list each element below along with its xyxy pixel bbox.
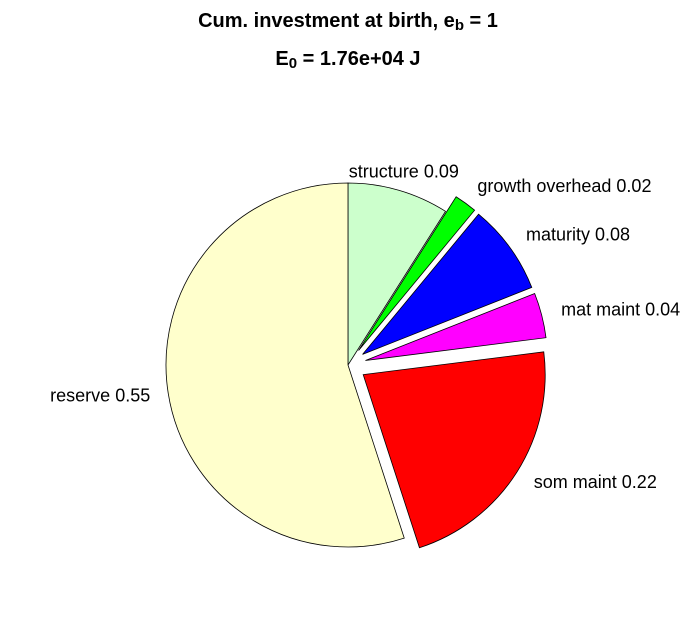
value-label: 0.09: [424, 161, 459, 181]
value-label: 0.02: [616, 176, 651, 196]
value-label: 0.22: [622, 472, 657, 492]
text-part: Cum. investment at birth, e: [198, 10, 455, 32]
slice-label: maturity 0.08: [526, 224, 630, 244]
chart-title: Cum. investment at birth, eb = 1: [198, 10, 498, 34]
slice-label: som maint 0.22: [534, 472, 657, 492]
value-label: 0.04: [645, 299, 680, 319]
pie-slice: [362, 351, 546, 549]
text-part: E: [275, 48, 288, 70]
category-label: som maint: [534, 472, 617, 492]
value-label: 0.08: [595, 224, 630, 244]
category-label: reserve: [50, 385, 110, 405]
slice-label: mat maint 0.04: [561, 299, 680, 319]
slice-label: growth overhead 0.02: [477, 176, 651, 196]
pie-slice: [362, 213, 533, 355]
value-label: 0.55: [115, 385, 150, 405]
category-label: maturity: [526, 224, 590, 244]
pie-slice: [358, 196, 476, 351]
slice-label: structure 0.09: [349, 161, 459, 181]
text-part: = 1: [464, 10, 498, 32]
category-label: structure: [349, 161, 419, 181]
category-label: mat maint: [561, 299, 640, 319]
pie-slice: [365, 293, 547, 361]
chart-subtitle: E0 = 1.76e+04 J: [275, 48, 420, 72]
text-part: = 1.76e+04 J: [297, 48, 420, 70]
subscript: b: [455, 17, 464, 34]
subscript: 0: [289, 55, 297, 72]
pie-slice: [165, 182, 405, 548]
pie-slice: [347, 182, 447, 367]
category-label: growth overhead: [477, 176, 611, 196]
slice-label: reserve 0.55: [50, 385, 150, 405]
